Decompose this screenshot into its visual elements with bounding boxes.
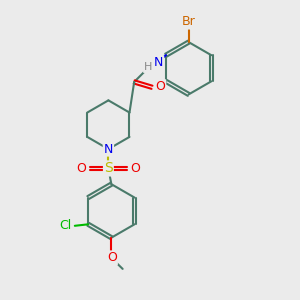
Text: S: S: [104, 161, 113, 176]
Text: O: O: [130, 162, 140, 175]
Text: Br: Br: [182, 15, 196, 28]
Text: H: H: [144, 62, 152, 72]
Text: N: N: [154, 56, 163, 69]
Text: Cl: Cl: [59, 219, 71, 232]
Text: O: O: [107, 251, 117, 264]
Text: O: O: [155, 80, 165, 93]
Text: N: N: [104, 142, 113, 156]
Text: O: O: [77, 162, 87, 175]
